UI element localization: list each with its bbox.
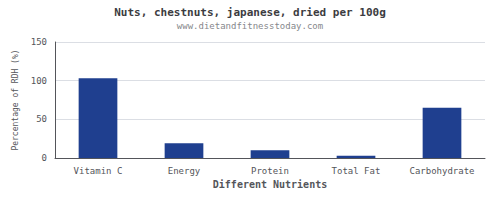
svg-text:0: 0	[42, 153, 47, 163]
svg-text:www.dietandfitnesstoday.com: www.dietandfitnesstoday.com	[177, 21, 323, 31]
svg-text:Carbohydrate: Carbohydrate	[409, 166, 474, 176]
svg-text:50: 50	[36, 114, 47, 124]
svg-text:Different Nutrients: Different Nutrients	[213, 179, 327, 190]
svg-text:100: 100	[31, 76, 47, 86]
svg-text:Nuts, chestnuts, japanese, dri: Nuts, chestnuts, japanese, dried per 100…	[114, 6, 386, 19]
svg-text:150: 150	[31, 37, 47, 47]
svg-text:Protein: Protein	[251, 166, 289, 176]
svg-text:Percentage of RDH (%): Percentage of RDH (%)	[11, 49, 20, 150]
svg-text:Total Fat: Total Fat	[332, 166, 381, 176]
svg-text:Vitamin C: Vitamin C	[74, 166, 123, 176]
svg-text:Energy: Energy	[168, 166, 201, 176]
